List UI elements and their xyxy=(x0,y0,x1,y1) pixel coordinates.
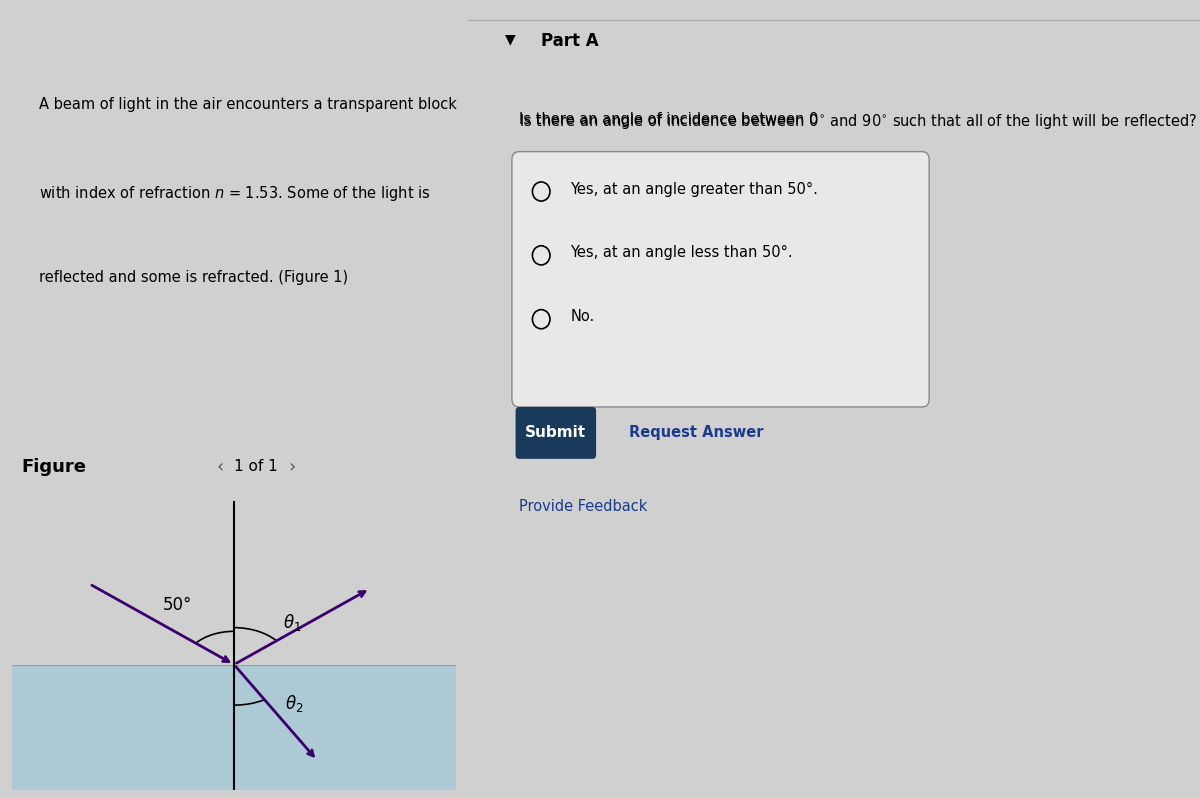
Text: Yes, at an angle less than 50°.: Yes, at an angle less than 50°. xyxy=(570,246,793,260)
Text: Part A: Part A xyxy=(541,32,599,50)
Text: Provide Feedback: Provide Feedback xyxy=(520,499,648,514)
Text: $\theta_1$: $\theta_1$ xyxy=(283,611,301,633)
Text: Figure: Figure xyxy=(20,458,86,476)
Text: Request Answer: Request Answer xyxy=(629,425,763,440)
Text: A beam of light in the air encounters a transparent block: A beam of light in the air encounters a … xyxy=(38,97,456,113)
Text: with index of refraction $n$ = 1.53. Some of the light is: with index of refraction $n$ = 1.53. Som… xyxy=(38,184,430,203)
Text: Submit: Submit xyxy=(526,425,587,440)
Text: ‹: ‹ xyxy=(217,458,224,476)
Text: ▼: ▼ xyxy=(505,32,515,46)
Text: Yes, at an angle greater than 50°.: Yes, at an angle greater than 50°. xyxy=(570,182,818,196)
Bar xyxy=(12,665,456,790)
Text: 50°: 50° xyxy=(163,596,192,614)
Text: $\theta_2$: $\theta_2$ xyxy=(286,693,304,714)
Text: Is there an angle of incidence between 0: Is there an angle of incidence between 0 xyxy=(520,112,818,127)
Text: 1 of 1: 1 of 1 xyxy=(234,460,278,474)
FancyBboxPatch shape xyxy=(516,407,596,459)
Text: ›: › xyxy=(288,458,295,476)
Text: Is there an angle of incidence between 0$^{\circ}$ and 90$^{\circ}$ such that al: Is there an angle of incidence between 0… xyxy=(520,112,1198,131)
Text: reflected and some is refracted. (Figure 1): reflected and some is refracted. (Figure… xyxy=(38,270,348,285)
FancyBboxPatch shape xyxy=(512,152,929,407)
Text: No.: No. xyxy=(570,310,595,324)
